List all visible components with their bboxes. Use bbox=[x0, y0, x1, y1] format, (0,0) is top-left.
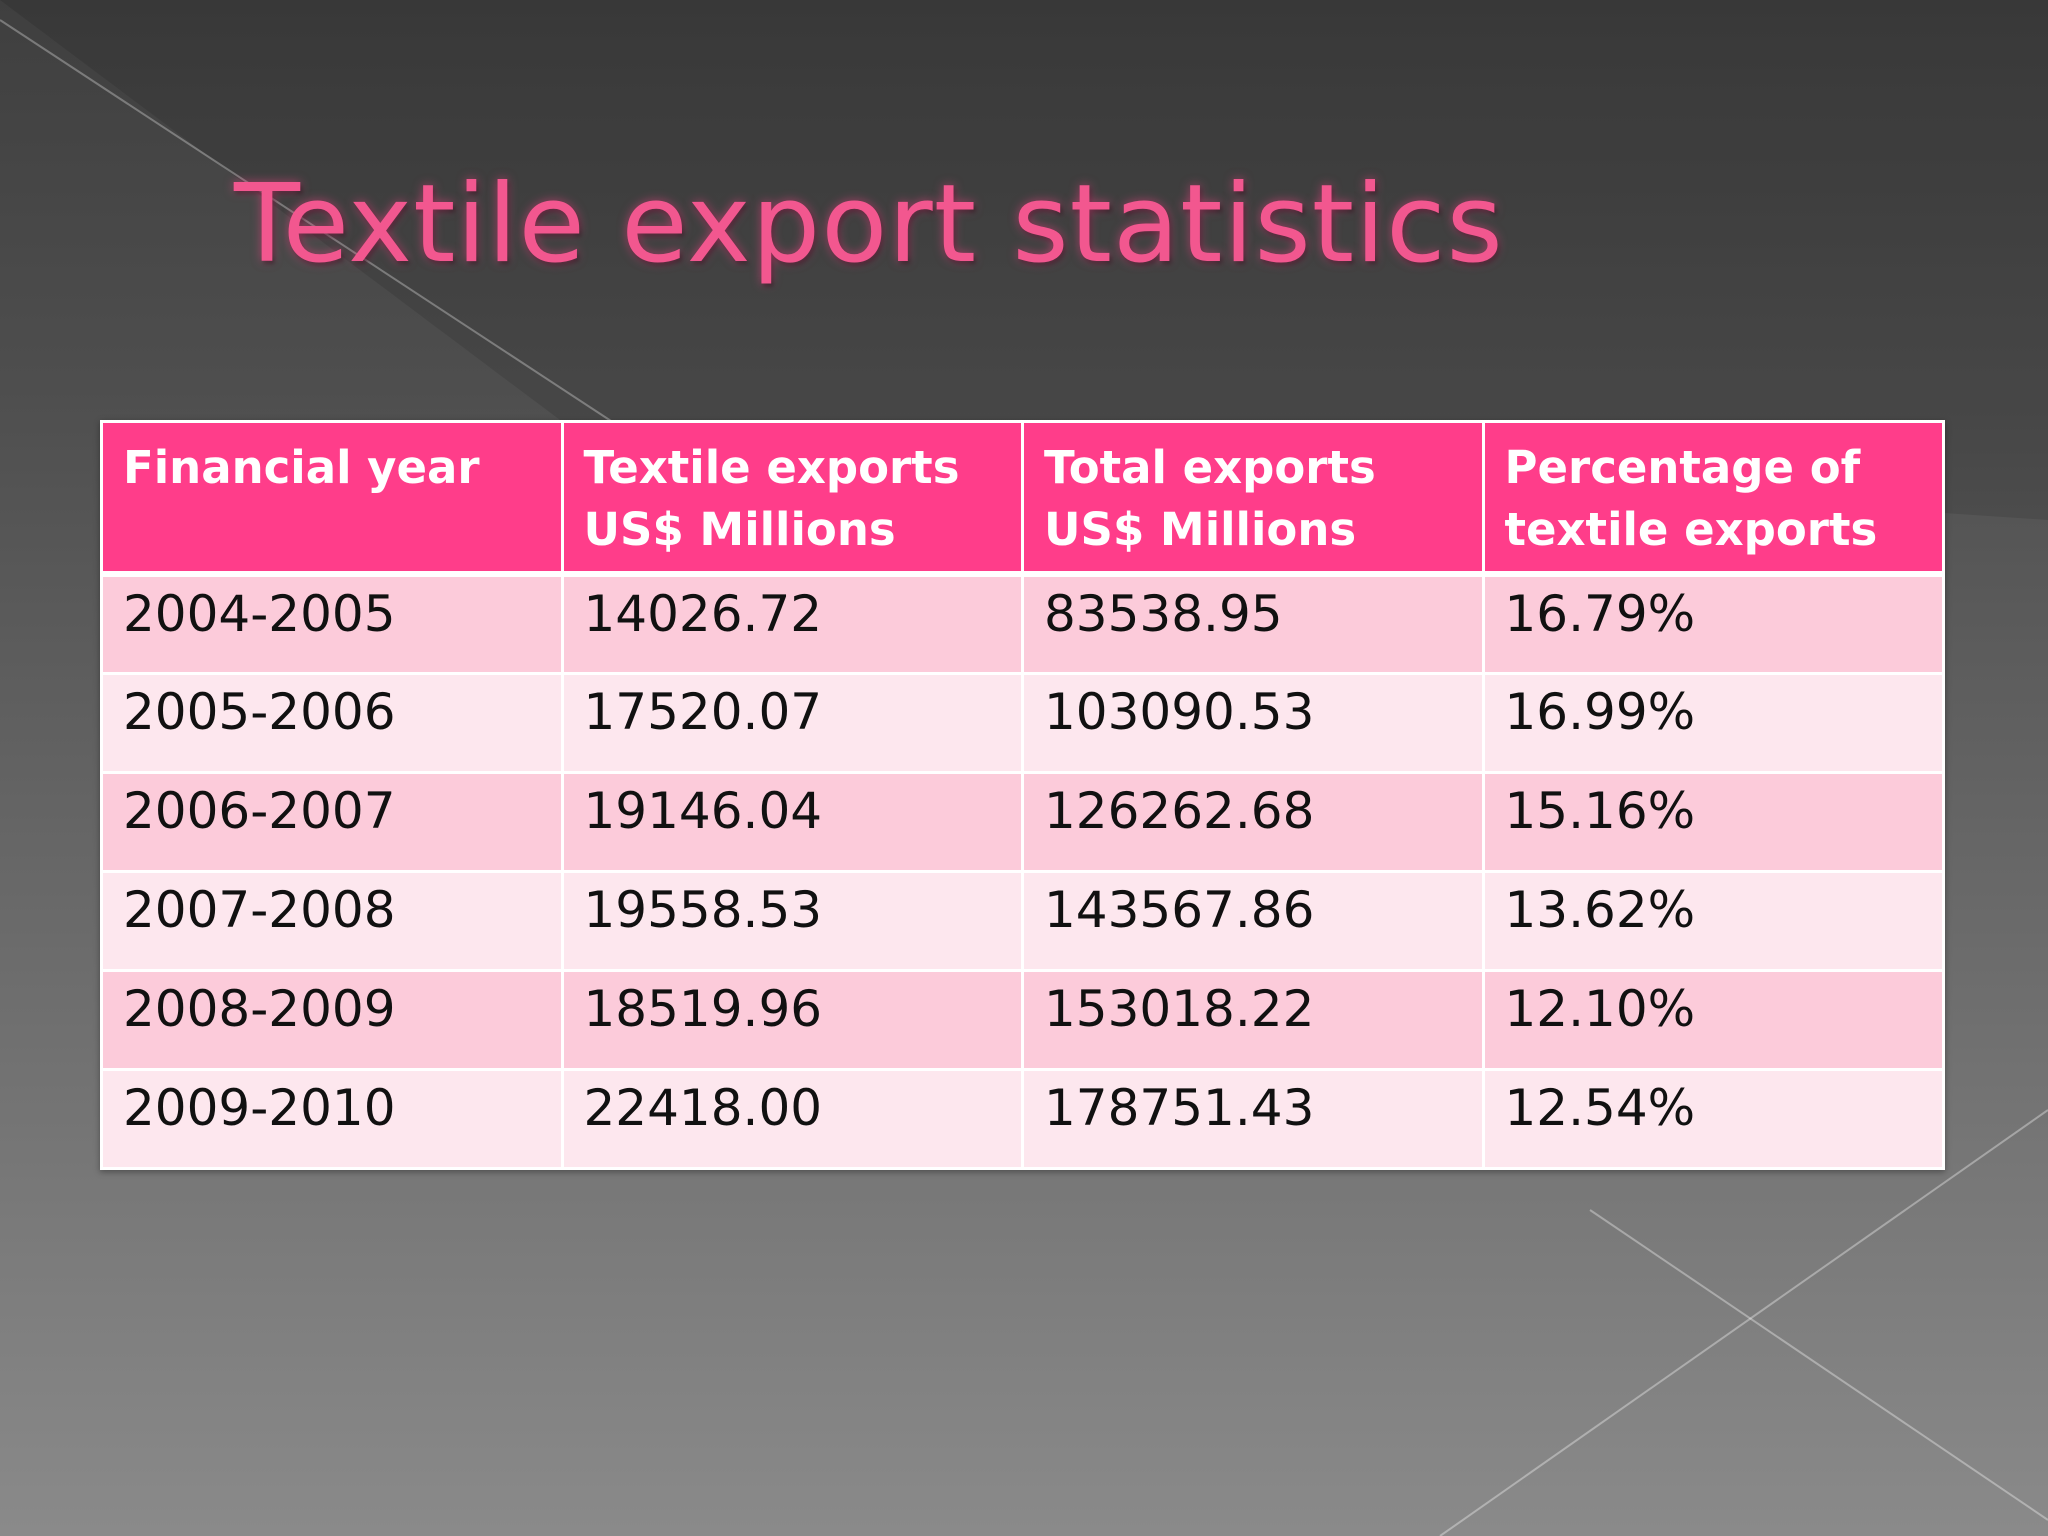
cell-financial-year: 2007-2008 bbox=[100, 869, 564, 972]
cell-total-exports: 126262.68 bbox=[1021, 770, 1485, 873]
table-row: 2007-2008 19558.53 143567.86 13.62% bbox=[100, 869, 1945, 972]
cell-percentage: 12.10% bbox=[1481, 968, 1945, 1071]
cell-total-exports: 103090.53 bbox=[1021, 671, 1485, 774]
export-statistics-table: Financial year Textile exports US$ Milli… bbox=[100, 420, 1945, 1170]
cell-textile-exports: 18519.96 bbox=[560, 968, 1024, 1071]
cell-financial-year: 2009-2010 bbox=[100, 1067, 564, 1170]
background-facet bbox=[0, 0, 2048, 520]
cell-percentage: 16.79% bbox=[1481, 572, 1945, 675]
cell-percentage: 13.62% bbox=[1481, 869, 1945, 972]
cell-total-exports: 178751.43 bbox=[1021, 1067, 1485, 1170]
table-row: 2006-2007 19146.04 126262.68 15.16% bbox=[100, 770, 1945, 873]
cell-percentage: 15.16% bbox=[1481, 770, 1945, 873]
cell-financial-year: 2008-2009 bbox=[100, 968, 564, 1071]
cell-total-exports: 83538.95 bbox=[1021, 572, 1485, 675]
slide-title: Textile export statistics bbox=[234, 162, 1504, 287]
cell-percentage: 12.54% bbox=[1481, 1067, 1945, 1170]
table-row: 2008-2009 18519.96 153018.22 12.10% bbox=[100, 968, 1945, 1071]
diagonal-line bbox=[1589, 1209, 2048, 1521]
header-total-exports: Total exports US$ Millions bbox=[1021, 420, 1485, 577]
cell-total-exports: 153018.22 bbox=[1021, 968, 1485, 1071]
table-row: 2004-2005 14026.72 83538.95 16.79% bbox=[100, 572, 1945, 675]
diagonal-line bbox=[0, 19, 641, 441]
table-row: 2005-2006 17520.07 103090.53 16.99% bbox=[100, 671, 1945, 774]
cell-percentage: 16.99% bbox=[1481, 671, 1945, 774]
table-header-row: Financial year Textile exports US$ Milli… bbox=[100, 420, 1945, 577]
cell-textile-exports: 19558.53 bbox=[560, 869, 1024, 972]
cell-textile-exports: 17520.07 bbox=[560, 671, 1024, 774]
diagonal-line bbox=[1439, 1109, 2048, 1536]
cell-textile-exports: 14026.72 bbox=[560, 572, 1024, 675]
cell-textile-exports: 19146.04 bbox=[560, 770, 1024, 873]
table-row: 2009-2010 22418.00 178751.43 12.54% bbox=[100, 1067, 1945, 1170]
cell-financial-year: 2006-2007 bbox=[100, 770, 564, 873]
cell-financial-year: 2004-2005 bbox=[100, 572, 564, 675]
header-financial-year: Financial year bbox=[100, 420, 564, 577]
header-textile-exports: Textile exports US$ Millions bbox=[560, 420, 1024, 577]
cell-total-exports: 143567.86 bbox=[1021, 869, 1485, 972]
header-percentage: Percentage of textile exports bbox=[1481, 420, 1945, 577]
cell-textile-exports: 22418.00 bbox=[560, 1067, 1024, 1170]
cell-financial-year: 2005-2006 bbox=[100, 671, 564, 774]
